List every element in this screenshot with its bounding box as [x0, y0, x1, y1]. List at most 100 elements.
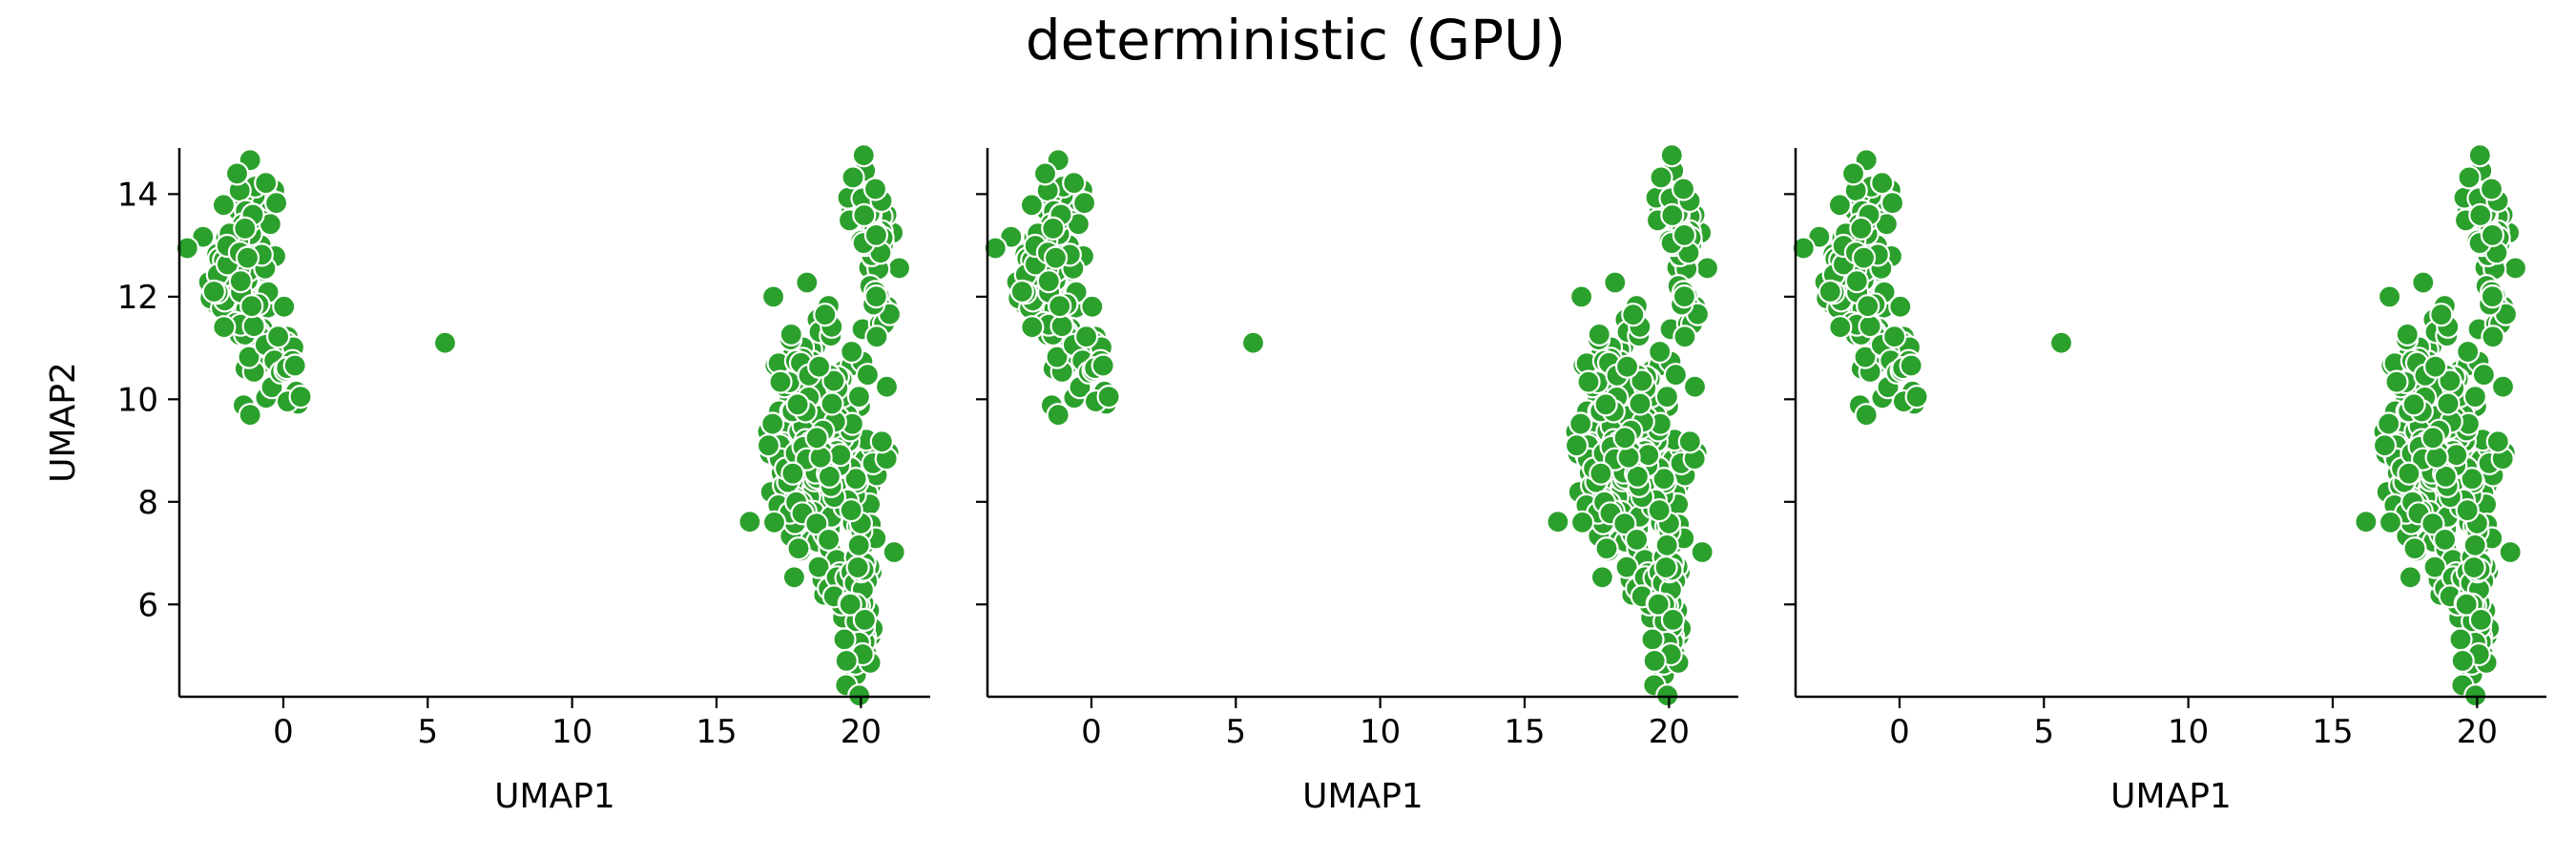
scatter-point — [2433, 527, 2458, 553]
y-axis-label: UMAP2 — [44, 362, 83, 483]
scatter-point — [2436, 391, 2461, 416]
scatter-point — [2462, 555, 2486, 580]
scatter-point — [816, 527, 841, 553]
scatter-point — [212, 315, 237, 340]
scatter-point — [2450, 648, 2475, 674]
x-tick-label: 0 — [273, 713, 294, 751]
x-tick-label: 15 — [1504, 713, 1545, 751]
scatter-point — [238, 403, 262, 428]
scatter-point — [1071, 191, 1097, 216]
scatter-point — [838, 592, 862, 617]
scatter-point — [1671, 177, 1696, 201]
scatter-point — [847, 683, 872, 708]
scatter-point — [1630, 368, 1654, 393]
scatter-point — [1660, 202, 1685, 228]
scatter-point — [1849, 216, 1874, 241]
x-tick-label: 0 — [1889, 713, 1910, 751]
scatter-point — [1625, 464, 1651, 489]
scatter-point — [1642, 648, 1667, 674]
scatter-point — [1791, 236, 1816, 261]
scatter-point — [2485, 430, 2510, 454]
scatter-point — [1594, 535, 1619, 561]
scatter-point — [2503, 256, 2528, 281]
scatter-point — [254, 171, 279, 196]
scatter-point — [832, 627, 857, 652]
scatter-point — [804, 426, 829, 450]
scatter-point — [756, 433, 781, 458]
scatter-point — [863, 222, 889, 247]
scatter-point — [737, 510, 762, 534]
scatter-point — [882, 539, 906, 565]
scatter-point — [1009, 279, 1034, 304]
scatter-point — [2438, 368, 2462, 393]
x-tick-label: 10 — [1360, 713, 1401, 751]
scatter-point — [1041, 216, 1066, 241]
scatter-point — [1048, 294, 1072, 319]
scatter-point — [2048, 330, 2074, 355]
scatter-point — [2480, 222, 2504, 247]
scatter-point — [2481, 325, 2505, 349]
scatter-point — [983, 236, 1008, 261]
scatter-point — [1628, 391, 1652, 416]
scatter-point — [761, 510, 787, 534]
scatter-point — [1870, 171, 1895, 196]
x-axis-label: UMAP1 — [2110, 777, 2232, 816]
scatter-point — [786, 535, 811, 561]
scatter-point — [1856, 294, 1880, 319]
scatter-point — [2378, 510, 2403, 534]
x-tick-label: 20 — [1649, 713, 1690, 751]
scatter-point — [834, 648, 859, 674]
x-tick-label: 0 — [1081, 713, 1102, 751]
scatter-point — [855, 363, 881, 388]
scatter-point — [1589, 461, 1613, 486]
scatter-point — [2457, 165, 2482, 190]
scatter-point — [839, 497, 863, 523]
scatter-points — [983, 143, 1720, 708]
scatter-point — [2455, 497, 2480, 523]
scatter-point — [2448, 627, 2473, 652]
panel-3: 0 5 10 15 20 UMAP1 — [1784, 143, 2546, 816]
scatter-point — [2479, 177, 2504, 201]
scatter-point — [821, 368, 846, 393]
scatter-point — [781, 565, 807, 590]
scatter-point — [2372, 433, 2398, 458]
scatter-point — [1853, 345, 1878, 369]
scatter-point — [820, 391, 844, 416]
scatter-point — [2460, 467, 2484, 492]
scatter-point — [1080, 294, 1105, 319]
scatter-point — [228, 269, 253, 294]
x-tick-label: 5 — [1225, 713, 1246, 751]
scatter-point — [2462, 385, 2487, 409]
scatter-point — [1073, 325, 1099, 349]
scatter-point — [1091, 353, 1115, 378]
scatter-point — [1096, 385, 1121, 409]
scatter-point — [1576, 369, 1601, 394]
scatter-point — [2411, 270, 2436, 295]
scatter-point — [1569, 510, 1595, 534]
scatter-point — [2480, 284, 2504, 309]
scatter-point — [2456, 339, 2481, 365]
scatter-point — [845, 555, 870, 580]
scatter-point — [1690, 539, 1714, 565]
scatter-point — [1568, 284, 1594, 309]
scatter-point — [175, 236, 199, 261]
scatter-point — [1640, 627, 1665, 652]
y-tick-label: 12 — [117, 279, 158, 317]
y-tick-label: 14 — [117, 176, 158, 214]
scatter-point — [2377, 411, 2401, 436]
scatter-point — [1020, 315, 1045, 340]
scatter-point — [846, 385, 872, 409]
scatter-point — [1682, 374, 1708, 399]
scatter-point — [886, 256, 912, 281]
scatter-point — [2354, 510, 2379, 534]
scatter-point — [233, 216, 258, 241]
scatter-point — [224, 161, 250, 186]
scatter-point — [2468, 202, 2493, 228]
scatter-point — [760, 411, 785, 436]
scatter-point — [862, 177, 888, 201]
scatter-point — [1672, 284, 1697, 309]
scatter-point — [864, 325, 889, 349]
scatter-point — [1036, 269, 1061, 294]
scatter-point — [863, 284, 889, 309]
